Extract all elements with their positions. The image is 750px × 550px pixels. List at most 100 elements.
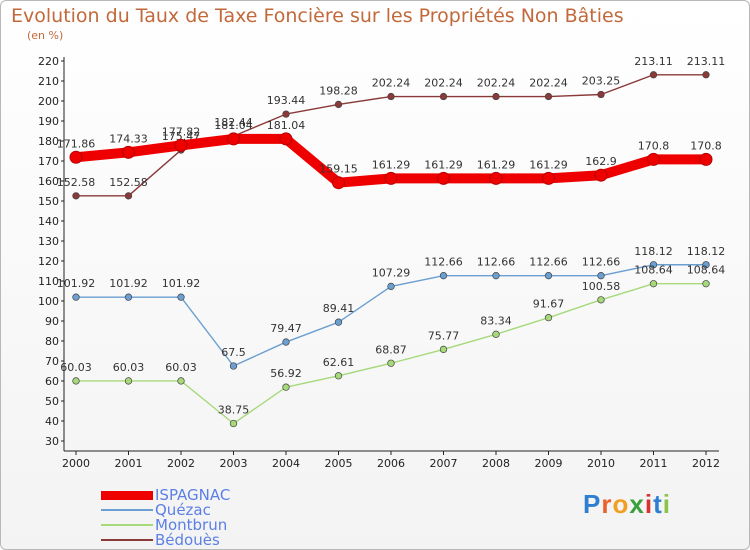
data-label-bedoues: 213.11 [634,55,673,68]
x-tick-label: 2010 [587,457,615,470]
data-point-ispagnac [647,152,660,166]
data-label-montbrun: 60.03 [113,361,145,374]
data-label-bedoues: 193.44 [267,94,306,107]
data-label-quezac: 107.29 [372,266,411,279]
data-point-ispagnac [699,152,713,166]
data-label-bedoues: 182.44 [214,116,253,129]
data-point-montbrun [544,314,553,322]
data-label-ispagnac: 161.29 [424,158,463,171]
data-point-quezac [544,272,553,280]
data-label-bedoues: 202.24 [424,77,463,90]
data-label-montbrun: 83.34 [480,314,512,327]
data-label-montbrun: 108.64 [634,264,673,277]
logo-letter: t [653,489,663,519]
data-label-bedoues: 202.24 [477,77,516,90]
logo-letter: o [612,489,630,519]
data-label-montbrun: 75.77 [428,329,460,342]
legend-item-montbrun: Montbrun [101,517,227,533]
proxiti-logo: Proxiti [583,489,671,520]
y-tick-label: 200 [38,95,59,108]
y-tick-label: 210 [38,75,59,88]
data-label-bedoues: 213.11 [687,55,726,68]
chart-title: Evolution du Taux de Taxe Foncière sur l… [11,5,624,27]
x-tick-label: 2007 [430,457,458,470]
data-label-quezac: 118.12 [687,245,726,258]
data-point-ispagnac [174,138,188,152]
data-point-bedoues [282,110,290,118]
data-label-ispagnac: 161.29 [477,158,516,171]
data-label-bedoues: 203.25 [582,75,621,88]
y-tick-label: 40 [45,415,59,428]
logo-letter: x [629,489,645,519]
data-label-ispagnac: 171.86 [57,137,96,150]
data-point-quezac [72,293,80,301]
data-label-montbrun: 60.03 [165,361,197,374]
data-label-quezac: 101.92 [57,277,96,290]
legend-label-montbrun: Montbrun [155,516,228,534]
x-tick-label: 2004 [272,457,300,470]
data-label-quezac: 67.5 [221,346,246,359]
data-point-bedoues [702,71,710,79]
data-label-quezac: 79.47 [270,322,302,335]
y-tick-label: 30 [45,435,59,448]
legend-label-ispagnac: ISPAGNAC [155,486,231,504]
data-label-quezac: 112.66 [582,256,621,269]
x-tick-label: 2001 [115,457,143,470]
data-label-bedoues: 202.24 [372,77,411,90]
data-point-quezac [492,272,500,280]
legend-swatch-quezac [101,509,153,511]
data-point-ispagnac [69,150,83,164]
chart-subtitle: (en %) [27,29,64,42]
y-tick-label: 130 [38,235,59,248]
data-label-ispagnac: 161.29 [529,158,568,171]
data-label-ispagnac: 161.29 [372,158,411,171]
legend-label-bedoues: Bédouès [155,531,220,549]
data-point-montbrun [177,377,185,385]
data-label-ispagnac: 159.15 [319,163,358,176]
y-tick-label: 90 [45,315,59,328]
data-label-bedoues: 152.58 [57,176,96,189]
y-tick-label: 160 [38,175,59,188]
x-tick-label: 2008 [482,457,510,470]
y-tick-label: 50 [45,395,59,408]
legend-swatch-ispagnac [101,490,153,500]
y-tick-label: 190 [38,115,59,128]
data-point-quezac [177,293,185,301]
data-point-ispagnac [489,171,503,185]
data-point-quezac [649,261,658,269]
data-label-ispagnac: 177.82 [162,125,201,138]
data-point-montbrun [282,383,290,391]
data-point-montbrun [597,296,605,304]
data-point-quezac [229,362,238,370]
data-point-montbrun [229,419,238,428]
data-label-ispagnac: 181.04 [267,119,306,132]
data-point-ispagnac [227,132,240,146]
logo-letter: i [644,489,654,519]
logo-letter: P [583,489,602,519]
data-point-quezac [124,293,133,301]
data-label-quezac: 118.12 [634,245,673,258]
legend-item-ispagnac: ISPAGNAC [101,487,230,503]
data-point-bedoues [72,192,80,200]
logo-letter: i [662,489,671,519]
y-tick-label: 170 [38,155,59,168]
x-tick-label: 2009 [535,457,563,470]
x-tick-label: 2011 [640,457,668,470]
data-label-ispagnac: 181.04 [214,119,253,132]
data-point-montbrun [387,359,395,367]
y-tick-label: 70 [45,355,59,368]
data-label-quezac: 89.41 [323,302,355,315]
data-label-quezac: 112.66 [477,256,516,269]
data-point-bedoues [334,100,343,109]
y-tick-label: 220 [38,55,59,68]
data-label-montbrun: 56.92 [270,367,302,380]
data-label-montbrun: 100.58 [582,280,621,293]
data-label-bedoues: 202.24 [529,77,568,90]
data-label-quezac: 112.66 [529,256,568,269]
data-point-bedoues [387,92,395,101]
data-label-ispagnac: 162.9 [585,155,617,168]
data-point-quezac [439,272,448,280]
y-tick-label: 80 [45,335,59,348]
data-point-ispagnac [384,171,398,185]
